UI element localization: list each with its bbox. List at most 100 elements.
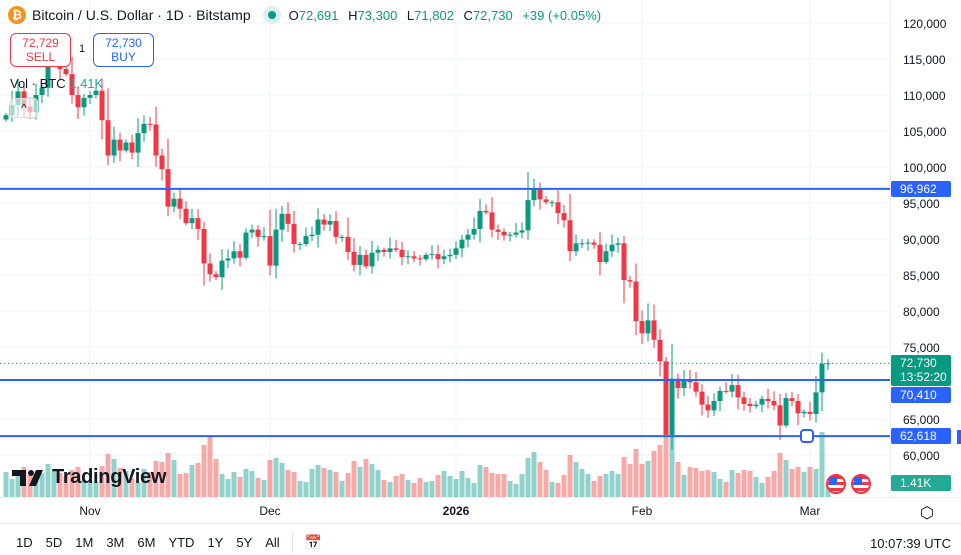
candle-body	[339, 236, 345, 238]
volume-bar	[669, 431, 675, 497]
range-button-ytd[interactable]: YTD	[168, 535, 195, 550]
range-button-1y[interactable]: 1Y	[207, 535, 224, 550]
volume-bar	[303, 482, 309, 497]
volume-bar	[39, 473, 45, 497]
candle-body	[249, 229, 255, 233]
candle-body	[117, 139, 123, 151]
candle-body	[63, 69, 69, 75]
candle-body	[429, 254, 435, 256]
volume-bar	[759, 483, 765, 497]
volume-bar	[81, 480, 87, 497]
volume-bar	[183, 473, 189, 497]
us-flag-event-icon[interactable]	[826, 474, 846, 494]
range-button-6m[interactable]: 6M	[137, 535, 156, 550]
candle-body	[753, 404, 759, 407]
range-button-3m[interactable]: 3M	[106, 535, 125, 550]
buy-button[interactable]: 72,730 BUY	[93, 33, 154, 67]
volume-bar	[585, 474, 591, 497]
toolbar-divider	[291, 532, 293, 553]
candle-body	[111, 139, 117, 156]
candle-body	[519, 230, 525, 233]
volume-bar	[189, 465, 195, 497]
volume-bar	[525, 458, 531, 497]
range-button-all[interactable]: All	[265, 535, 280, 550]
us-flag-event-icon[interactable]	[851, 474, 871, 494]
candle-body	[453, 248, 459, 255]
volume-bar	[795, 467, 801, 497]
candle-body	[195, 218, 201, 229]
time-axis[interactable]: Nov Dec 2026 Feb Mar	[0, 497, 961, 524]
volume-bar	[267, 460, 273, 497]
candle-body	[711, 401, 717, 411]
volume-legend[interactable]: Vol · BTC 1.41K	[10, 76, 103, 91]
candle-body	[633, 281, 639, 322]
horizontal-line-label[interactable]: 62,618	[891, 428, 951, 445]
volume-bar	[567, 455, 573, 497]
gear-icon[interactable]: ⬡	[920, 505, 934, 522]
candle-body	[135, 133, 141, 153]
candle-body	[357, 254, 363, 265]
volume-bar	[147, 472, 153, 497]
volume-bar	[423, 482, 429, 497]
candle-body	[303, 236, 309, 245]
volume-bar	[117, 468, 123, 497]
volume-bar	[339, 481, 345, 497]
candle-body	[705, 404, 711, 411]
candle-body	[417, 258, 423, 260]
candle-body	[447, 254, 453, 257]
candle-body	[627, 280, 633, 282]
range-button-1d[interactable]: 1D	[16, 535, 33, 550]
candle-body	[561, 213, 567, 221]
range-button-5y[interactable]: 5Y	[236, 535, 253, 550]
quantity[interactable]: 1	[79, 43, 86, 55]
symbol-title[interactable]: Bitcoin / U.S. Dollar · 1D · Bitstamp	[32, 7, 251, 23]
clock[interactable]: 10:07:39 UTC	[870, 536, 951, 551]
price-label: 65,000	[903, 413, 940, 427]
sell-price: 72,729	[22, 36, 59, 50]
volume-bar	[801, 472, 807, 497]
current-price-tag: 72,730 13:52:20	[891, 355, 951, 386]
volume-bar	[459, 471, 465, 497]
range-button-1m[interactable]: 1M	[75, 535, 94, 550]
candle-body	[579, 243, 585, 245]
current-price: 72,730	[900, 356, 937, 370]
volume-bar	[753, 477, 759, 497]
candle-body	[471, 228, 477, 235]
volume-bar	[165, 453, 171, 497]
candle-body	[795, 401, 801, 414]
volume-bar	[723, 482, 729, 497]
volume-bar	[663, 417, 669, 497]
candle-body	[309, 234, 315, 237]
volume-bar	[129, 478, 135, 497]
horizontal-line-label[interactable]: 70,410	[891, 387, 951, 403]
price-axis[interactable]	[890, 0, 961, 497]
price-line-marker[interactable]	[957, 430, 961, 444]
candle-body	[81, 97, 87, 108]
tradingview-logo[interactable]: TradingView	[12, 466, 166, 489]
horizontal-line-label[interactable]: 96,962	[891, 180, 951, 197]
volume-bar	[369, 464, 375, 497]
candle-body	[543, 199, 549, 203]
candle-body	[783, 398, 789, 426]
buy-price: 72,730	[105, 36, 142, 50]
bottom-toolbar: 1D 5D 1M 3M 6M YTD 1Y 5Y All 📅	[0, 530, 961, 555]
collapse-legend-button[interactable]: ^	[10, 98, 38, 118]
candle-body	[45, 62, 51, 88]
volume-bar	[591, 481, 597, 497]
volume-bar	[765, 477, 771, 497]
sell-button[interactable]: 72,729 SELL	[10, 33, 71, 67]
volume-bar	[633, 449, 639, 497]
candle-body	[279, 213, 285, 230]
volume-bar	[249, 471, 255, 497]
candle-body	[375, 249, 381, 253]
bitcoin-icon: ₿	[8, 6, 26, 24]
calendar-goto-icon[interactable]: 📅	[304, 534, 323, 550]
price-chart[interactable]	[0, 0, 890, 497]
symbol-header[interactable]: ₿ Bitcoin / U.S. Dollar · 1D · Bitstamp …	[8, 6, 601, 24]
volume-bar	[717, 479, 723, 497]
time-label: Feb	[631, 504, 653, 518]
volume-bar	[69, 470, 75, 497]
candle-body	[75, 95, 81, 108]
volume-bar	[783, 460, 789, 497]
range-button-5d[interactable]: 5D	[45, 535, 63, 550]
